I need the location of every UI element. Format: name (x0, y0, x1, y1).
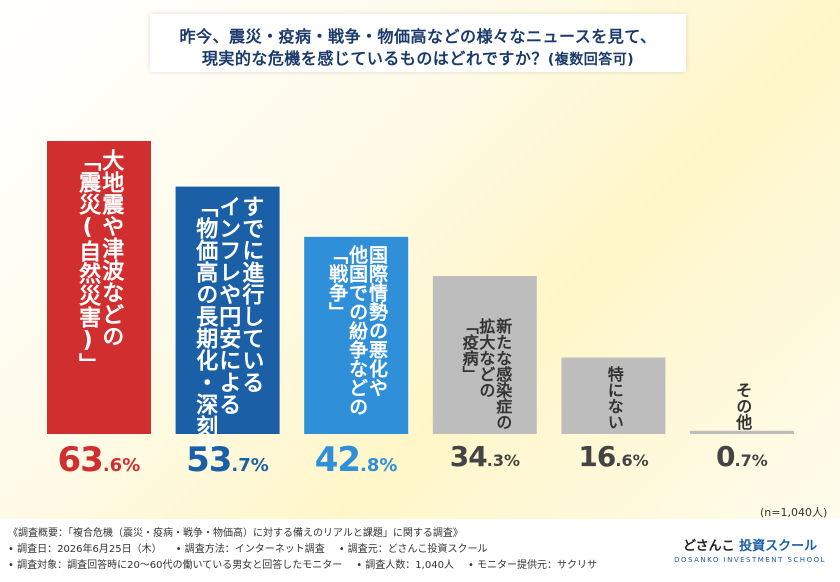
value-label-integer-2: 53 (186, 440, 232, 480)
bar-label-5: 特にない (604, 366, 624, 430)
survey-details-row-1: • 調査日：2026年6月25日（木） • 調査方法：インターネット調査 • 調査元… (8, 540, 487, 555)
logo-text-b: 投資スクール (739, 539, 818, 554)
value-label-2: 53.7% (186, 440, 269, 480)
value-label-6: 0.7% (716, 440, 768, 473)
bar-3 (304, 236, 409, 434)
value-label-decimal-4: .3% (486, 451, 521, 470)
logo-text-a: どさんこ (682, 539, 735, 554)
survey-source: • 調査元：どさんこ投資スクール (338, 544, 488, 555)
chart-title-box: 昨今、震災・疫病・戦争・物価高などの様々なニュースを見て、 現実的な危機を感じて… (150, 14, 686, 72)
value-label-decimal-2: .7% (231, 455, 269, 476)
bar-label-4: 新たな感染症の 拡大などの 「疫病」 (459, 318, 513, 430)
value-label-integer-6: 0 (716, 440, 736, 473)
survey-provider: • モニター提供元：サクリサ (467, 560, 598, 571)
bar-label-3: 国際情勢の悪化や 他国での紛争などの 「戦争」 (326, 244, 388, 416)
survey-count: • 調査人数：1,040人 (356, 560, 454, 571)
value-label-integer-5: 16 (578, 440, 616, 473)
value-label-decimal-1: .6% (102, 455, 141, 476)
survey-target: • 調査対象：調査回答時に20〜60代の働いている男女と回答したモニター (8, 560, 343, 571)
bar-label-1: 大地震や津波などの 「震災(自然災害)」 (75, 149, 124, 375)
logo-subtext: DOSANKO INVESTMENT SCHOOL (674, 556, 826, 564)
value-label-decimal-3: .8% (360, 455, 398, 476)
value-label-decimal-6: .7% (734, 451, 768, 470)
value-label-decimal-5: .6% (615, 451, 649, 470)
survey-details-row-2: • 調査対象：調査回答時に20〜60代の働いている男女と回答したモニター • 調査… (8, 556, 597, 571)
value-label-4: 34.3% (450, 440, 520, 473)
value-label-integer-3: 42 (314, 440, 361, 480)
bar-label-6: その他 (733, 382, 753, 430)
bar-4 (432, 275, 537, 434)
value-label-5: 16.6% (578, 440, 648, 473)
chart-title-line-1: 昨今、震災・疫病・戦争・物価高などの様々なニュースを見て、 (179, 27, 657, 46)
value-label-integer-1: 63 (57, 440, 104, 480)
value-label-integer-4: 34 (449, 440, 488, 473)
survey-summary-title: 《調査概要：「複合危機（震災・疫病・戦争・物価高）に対する備えのリアルと課題」に… (8, 528, 463, 539)
survey-method: • 調査方法：インターネット調査 (175, 544, 325, 555)
value-label-3: 42.8% (315, 440, 398, 480)
bar-label-2: すでに進行している インフレや円安による 「物価高の長期化・深刻化」 (192, 194, 264, 481)
survey-date: • 調査日：2026年6月25日（木） (8, 544, 162, 555)
company-logo: どさんこ 投資スクール DOSANKO INVESTMENT SCHOOL (674, 535, 826, 564)
survey-footer: 《調査概要：「複合危機（震災・疫病・戦争・物価高）に対する備えのリアルと課題」に… (0, 519, 840, 582)
bar-6 (690, 430, 794, 434)
sample-size-note: (n=1,040人) (760, 506, 828, 519)
value-label-1: 63.6% (58, 440, 141, 480)
bar-5 (561, 357, 666, 434)
bar-2 (175, 186, 280, 434)
chart-title-line-2: 現実的な危機を感じているものはどれですか？(複数回答可) (150, 45, 686, 69)
chart-title-line-2-main: 現実的な危機を感じているものはどれですか？ (201, 49, 548, 68)
bar-1 (47, 141, 151, 434)
chart-title-suffix: (複数回答可) (547, 52, 635, 68)
